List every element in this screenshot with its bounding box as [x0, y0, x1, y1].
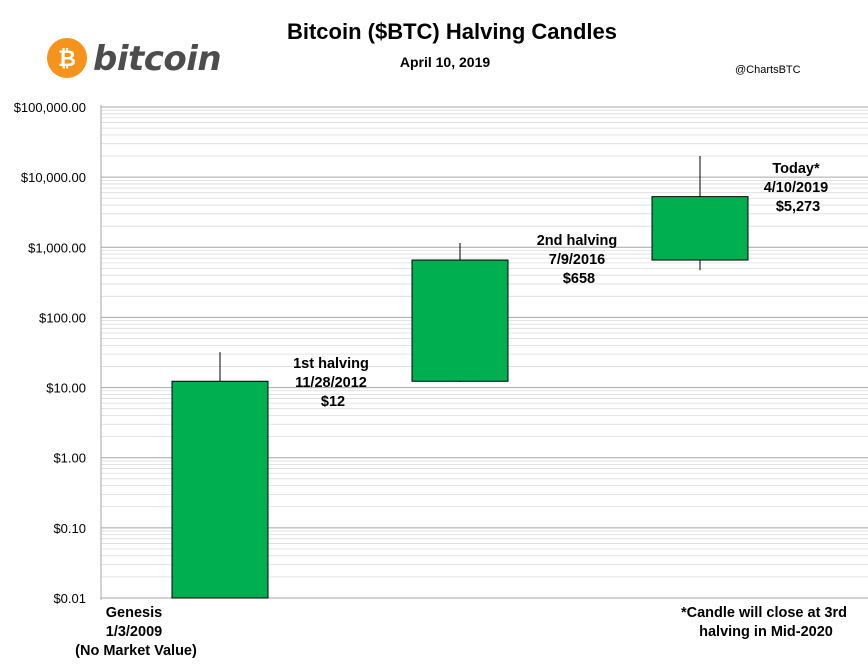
annotation-first-halving-line-1: 1st halving [293, 356, 369, 372]
annotation-genesis: Genesis 1/3/2009 (No Market Value) [75, 605, 197, 659]
bitcoin-symbol: ₿ [58, 47, 76, 72]
annotation-footnote: *Candle will close at 3rd halving in Mid… [681, 605, 851, 640]
candle [651, 156, 749, 271]
candle-body [171, 380, 269, 599]
annotation-footnote-line-1: *Candle will close at 3rd [681, 605, 847, 621]
y-tick-label: $0.01 [53, 591, 86, 606]
candles [171, 156, 749, 599]
bitcoin-wordmark: bitcoin [93, 39, 221, 79]
y-tick-label: $1,000.00 [28, 240, 86, 255]
candle [411, 243, 509, 383]
annotation-first-halving-line-3: $12 [321, 394, 345, 410]
annotation-second-halving-line-3: $658 [563, 271, 595, 287]
annotation-today-line-1: Today* [772, 161, 820, 177]
annotation-genesis-line-1: Genesis [106, 605, 162, 621]
y-axis-tick-labels: $0.01 $0.10 $1.00 $10.00 $100.00 $1,000.00 $10… [14, 100, 86, 606]
y-tick-label: $10,000.00 [21, 170, 86, 185]
bitcoin-logo: ₿ bitcoin [47, 38, 222, 79]
annotation-first-halving-line-2: 11/28/2012 [295, 375, 367, 391]
y-tick-label: $100,000.00 [14, 100, 86, 115]
annotation-footnote-line-2: halving in Mid-2020 [699, 624, 833, 640]
candle-body [411, 259, 509, 382]
chart-title: Bitcoin ($BTC) Halving Candles [287, 19, 617, 44]
bitcoin-logo-icon [47, 38, 87, 78]
annotation-second-halving: 2nd halving 7/9/2016 $658 [537, 233, 622, 287]
annotation-second-halving-line-1: 2nd halving [537, 233, 618, 249]
y-tick-label: $100.00 [39, 310, 86, 325]
candle [171, 352, 269, 599]
chart-credit: @ChartsBTC [735, 64, 801, 76]
annotation-first-halving: 1st halving 11/28/2012 $12 [293, 356, 373, 410]
y-tick-label: $10.00 [46, 381, 86, 396]
annotation-second-halving-line-2: 7/9/2016 [549, 252, 605, 268]
annotation-today: Today* 4/10/2019 $5,273 [764, 161, 833, 215]
chart-date: April 10, 2019 [400, 54, 490, 70]
annotation-genesis-line-3: (No Market Value) [75, 643, 197, 659]
y-tick-label: $0.10 [53, 521, 86, 536]
annotation-genesis-line-2: 1/3/2009 [106, 624, 162, 640]
annotation-today-line-3: $5,273 [776, 199, 820, 215]
y-tick-label: $1.00 [53, 451, 86, 466]
annotation-today-line-2: 4/10/2019 [764, 180, 829, 196]
candle-body [651, 196, 749, 261]
